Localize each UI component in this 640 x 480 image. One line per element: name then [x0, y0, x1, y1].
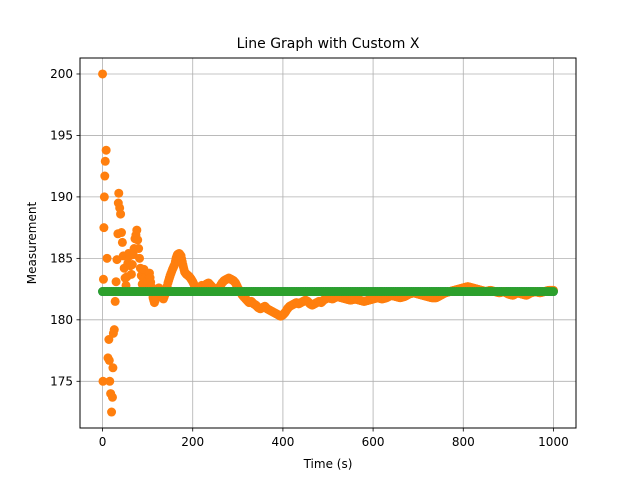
x-tick-label: 1000 — [538, 435, 569, 449]
data-point — [132, 225, 142, 235]
data-point — [102, 253, 112, 263]
x-tick-label: 0 — [99, 435, 107, 449]
data-point — [108, 363, 118, 373]
y-axis-label: Measurement — [25, 202, 39, 285]
data-point — [109, 325, 119, 335]
x-tick-label: 200 — [181, 435, 204, 449]
y-tick-label: 200 — [50, 67, 73, 81]
x-axis-label: Time (s) — [303, 457, 353, 471]
data-point — [99, 223, 109, 233]
data-point — [134, 244, 144, 254]
data-point — [110, 296, 120, 306]
data-point — [116, 209, 126, 219]
data-point — [99, 192, 109, 202]
data-point — [104, 334, 114, 344]
data-point — [548, 287, 558, 297]
x-tick-label: 400 — [271, 435, 294, 449]
plot-frame — [79, 57, 577, 429]
data-point — [98, 376, 108, 386]
data-point — [117, 237, 127, 247]
x-axis: 0 200 400 600 800 1000 — [99, 428, 569, 449]
y-axis: 175 180 185 190 195 200 — [50, 67, 80, 388]
data-point — [100, 171, 110, 181]
x-tick-label: 600 — [362, 435, 385, 449]
data-point — [98, 69, 108, 79]
data-point — [107, 392, 117, 402]
y-tick-label: 175 — [50, 374, 73, 388]
y-tick-label: 185 — [50, 251, 73, 265]
data-point — [107, 407, 117, 417]
data-point — [133, 235, 143, 245]
data-point — [135, 253, 145, 263]
y-tick-label: 180 — [50, 313, 73, 327]
data-point — [105, 376, 115, 386]
y-tick-label: 195 — [50, 128, 73, 142]
data-point — [98, 274, 108, 284]
data-point — [100, 156, 110, 166]
data-point — [126, 269, 136, 279]
data-point — [104, 355, 114, 365]
y-tick-label: 190 — [50, 190, 73, 204]
data-point — [116, 228, 126, 238]
chart-title: Line Graph with Custom X — [237, 36, 420, 52]
x-tick-label: 800 — [452, 435, 475, 449]
data-point — [101, 145, 111, 155]
grid — [80, 58, 576, 428]
data-point — [114, 188, 124, 198]
data-point — [127, 260, 137, 270]
data-point — [111, 277, 121, 287]
series-3 — [98, 287, 558, 297]
plot-area — [98, 69, 558, 417]
